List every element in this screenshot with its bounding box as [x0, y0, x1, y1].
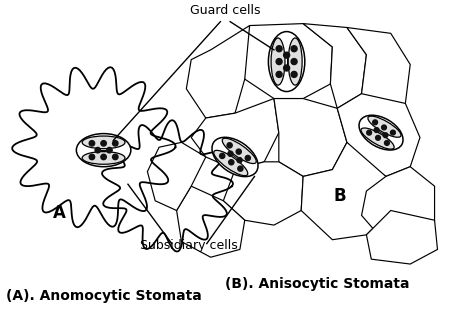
Polygon shape — [301, 142, 390, 240]
Ellipse shape — [360, 128, 393, 149]
Polygon shape — [102, 120, 233, 251]
Ellipse shape — [213, 150, 247, 176]
Circle shape — [112, 154, 118, 160]
Circle shape — [236, 149, 241, 154]
Circle shape — [381, 125, 385, 130]
Circle shape — [245, 156, 250, 161]
Circle shape — [374, 128, 378, 132]
Ellipse shape — [222, 138, 256, 164]
Circle shape — [290, 71, 297, 77]
Polygon shape — [147, 142, 205, 211]
Text: (A). Anomocytic Stomata: (A). Anomocytic Stomata — [6, 289, 202, 303]
Circle shape — [372, 120, 377, 125]
Text: Guard cells: Guard cells — [190, 4, 260, 17]
Ellipse shape — [212, 137, 258, 177]
Polygon shape — [12, 67, 175, 227]
Circle shape — [290, 46, 297, 52]
Polygon shape — [186, 26, 249, 118]
Text: B: B — [333, 187, 346, 205]
Circle shape — [375, 136, 379, 140]
Circle shape — [228, 151, 233, 156]
Circle shape — [237, 166, 243, 171]
Polygon shape — [237, 23, 332, 99]
Text: (B). Anisocytic Stomata: (B). Anisocytic Stomata — [225, 277, 409, 291]
Text: Subsidiary cells: Subsidiary cells — [140, 239, 238, 253]
Polygon shape — [176, 186, 244, 257]
Polygon shape — [337, 94, 419, 177]
Circle shape — [290, 59, 297, 64]
Circle shape — [95, 147, 100, 153]
Circle shape — [101, 141, 106, 146]
Circle shape — [112, 141, 118, 146]
Ellipse shape — [358, 115, 402, 150]
Polygon shape — [361, 167, 434, 240]
Ellipse shape — [288, 38, 302, 85]
Circle shape — [276, 46, 282, 52]
Circle shape — [219, 153, 224, 158]
Circle shape — [366, 130, 371, 135]
Circle shape — [382, 133, 387, 138]
Polygon shape — [191, 99, 278, 170]
Text: A: A — [53, 204, 66, 222]
Circle shape — [283, 65, 289, 71]
Circle shape — [227, 143, 232, 148]
Circle shape — [89, 154, 95, 160]
Circle shape — [237, 157, 242, 163]
Circle shape — [106, 147, 112, 153]
Ellipse shape — [76, 134, 131, 167]
Circle shape — [276, 59, 282, 64]
Ellipse shape — [268, 32, 304, 91]
Ellipse shape — [82, 136, 125, 149]
Polygon shape — [303, 23, 366, 108]
Polygon shape — [346, 28, 410, 118]
Ellipse shape — [367, 116, 400, 137]
Ellipse shape — [82, 151, 125, 164]
Polygon shape — [223, 162, 303, 225]
Ellipse shape — [270, 38, 284, 85]
Polygon shape — [273, 99, 346, 177]
Circle shape — [228, 160, 233, 165]
Circle shape — [283, 52, 289, 58]
Circle shape — [384, 141, 389, 145]
Polygon shape — [366, 211, 436, 264]
Circle shape — [389, 130, 394, 135]
Circle shape — [101, 154, 106, 160]
Circle shape — [276, 71, 282, 77]
Circle shape — [89, 141, 95, 146]
